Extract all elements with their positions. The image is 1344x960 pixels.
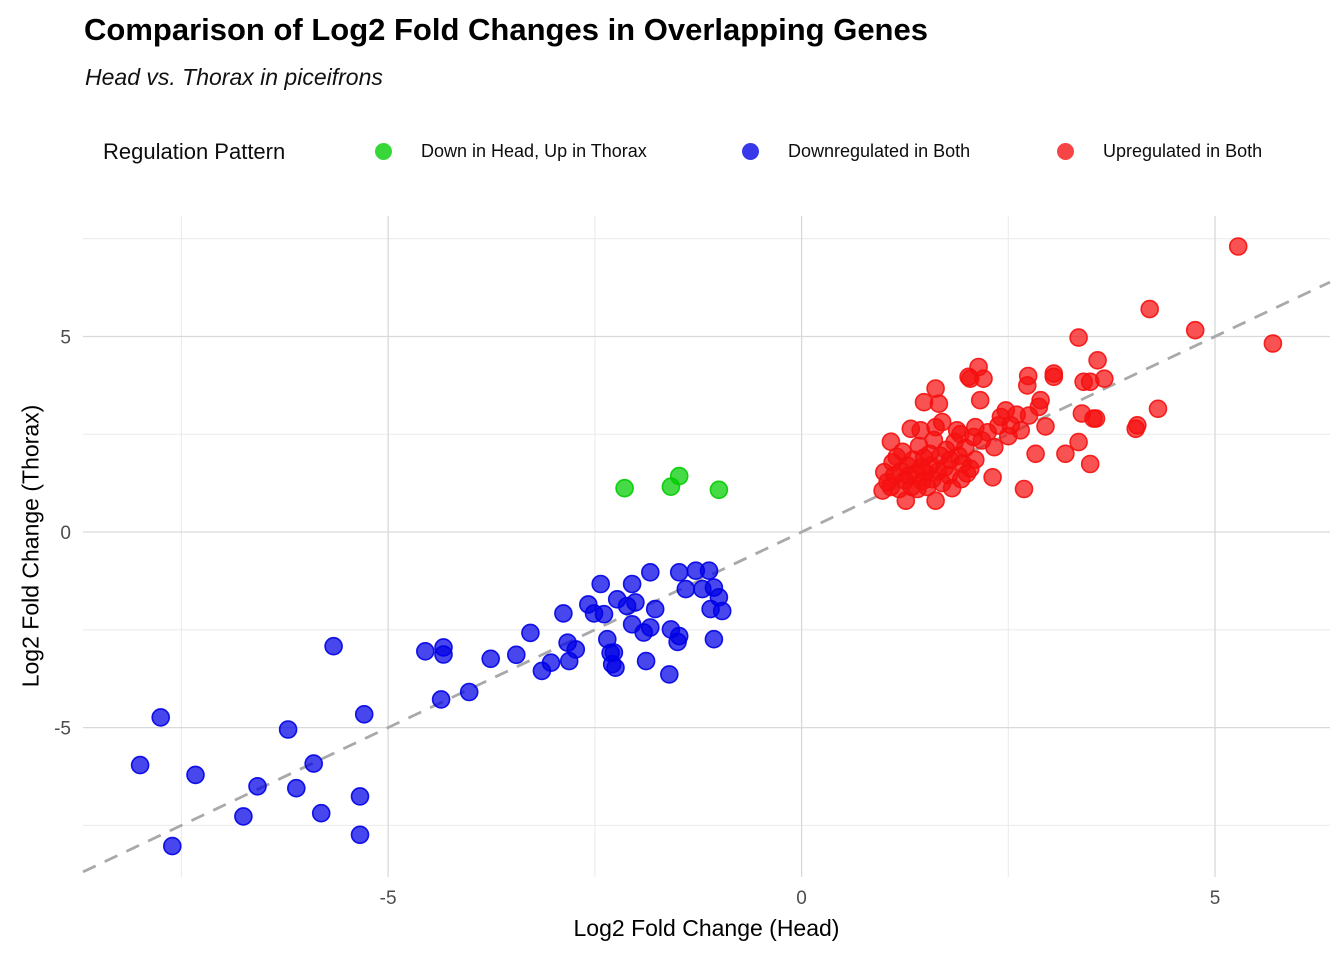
data-point — [554, 604, 573, 623]
data-point — [929, 394, 949, 414]
data-point — [1088, 350, 1107, 370]
data-point — [704, 629, 724, 649]
data-point — [521, 623, 540, 643]
data-point — [434, 645, 453, 664]
data-point — [415, 641, 435, 661]
y-axis-title: Log2 Fold Change (Thorax) — [17, 404, 44, 688]
data-point — [1014, 479, 1034, 499]
data-point — [1069, 432, 1088, 452]
x-axis-title: Log2 Fold Change (Head) — [573, 915, 840, 941]
data-point — [1056, 444, 1075, 464]
data-point — [1036, 417, 1055, 436]
legend-label: Upregulated in Both — [1103, 141, 1263, 161]
data-point — [626, 593, 645, 612]
data-point — [1263, 334, 1283, 353]
data-point — [234, 807, 253, 826]
data-point — [1080, 454, 1100, 474]
data-point — [1011, 420, 1031, 440]
data-point — [1228, 237, 1248, 256]
data-point — [286, 778, 306, 798]
data-point — [311, 803, 331, 823]
x-tick-label: -5 — [380, 888, 397, 909]
legend-label: Downregulated in Both — [788, 141, 971, 161]
data-point — [1128, 415, 1147, 435]
data-point — [669, 626, 689, 646]
data-point — [926, 491, 945, 511]
data-point — [974, 369, 993, 389]
data-point — [304, 754, 324, 773]
data-point — [676, 579, 696, 599]
legend-item-down-head-up-thorax: Down in Head, Up in Thorax — [375, 141, 647, 162]
data-point — [615, 478, 634, 498]
data-point — [932, 412, 952, 432]
data-point — [431, 690, 451, 709]
data-point — [965, 450, 985, 470]
data-point — [712, 601, 732, 621]
data-point — [594, 604, 614, 624]
y-tick-label: 5 — [60, 327, 71, 348]
data-point — [354, 704, 374, 724]
y-tick-label: -5 — [54, 719, 71, 740]
data-point — [130, 755, 150, 775]
data-point — [350, 787, 370, 806]
data-point — [186, 765, 205, 785]
legend-item-downregulated-both: Downregulated in Both — [742, 141, 970, 162]
data-point — [699, 561, 719, 581]
data-point — [926, 379, 945, 398]
data-point — [669, 466, 689, 486]
legend-title: Regulation Pattern — [103, 139, 286, 164]
data-point — [151, 708, 170, 727]
legend-item-upregulated-both: Upregulated in Both — [1057, 141, 1262, 162]
data-point — [591, 574, 611, 594]
y-tick-label: 0 — [60, 523, 71, 544]
x-tick-label: 5 — [1210, 888, 1221, 909]
x-tick-label: 0 — [796, 888, 807, 909]
legend-label: Down in Head, Up in Thorax — [421, 141, 647, 161]
legend-dot-blue-icon — [742, 143, 759, 160]
data-point — [604, 643, 624, 662]
chart-title: Comparison of Log2 Fold Changes in Overl… — [84, 12, 928, 47]
data-point — [983, 467, 1002, 487]
data-point — [622, 574, 642, 594]
data-point — [350, 825, 370, 845]
data-point — [278, 720, 298, 739]
data-point — [481, 649, 501, 669]
identity-dashed-line — [82, 280, 1331, 874]
data-point — [1140, 299, 1159, 319]
data-point — [163, 836, 182, 856]
data-point — [1095, 369, 1114, 389]
data-point — [1044, 364, 1064, 383]
data-point — [1031, 390, 1050, 410]
data-point — [541, 653, 561, 673]
data-point — [566, 640, 586, 659]
data-point — [1018, 366, 1038, 386]
data-point — [1086, 409, 1106, 428]
data-point — [1069, 328, 1088, 347]
data-point — [248, 776, 267, 796]
data-point — [640, 618, 660, 637]
data-point — [506, 645, 526, 665]
data-point — [645, 599, 665, 619]
data-point — [1026, 444, 1045, 464]
data-point — [636, 651, 656, 671]
data-point — [709, 480, 729, 500]
data-point — [970, 390, 990, 410]
data-point — [1148, 399, 1168, 419]
legend-dot-red-icon — [1057, 143, 1074, 160]
chart-subtitle: Head vs. Thorax in piceifrons — [85, 64, 383, 90]
data-point — [1185, 320, 1205, 340]
legend-dot-green-icon — [375, 143, 392, 160]
data-point — [459, 682, 479, 702]
data-point — [606, 658, 625, 678]
data-point — [659, 665, 679, 684]
data-point — [640, 562, 660, 582]
data-point — [324, 636, 343, 656]
data-point — [669, 562, 689, 582]
